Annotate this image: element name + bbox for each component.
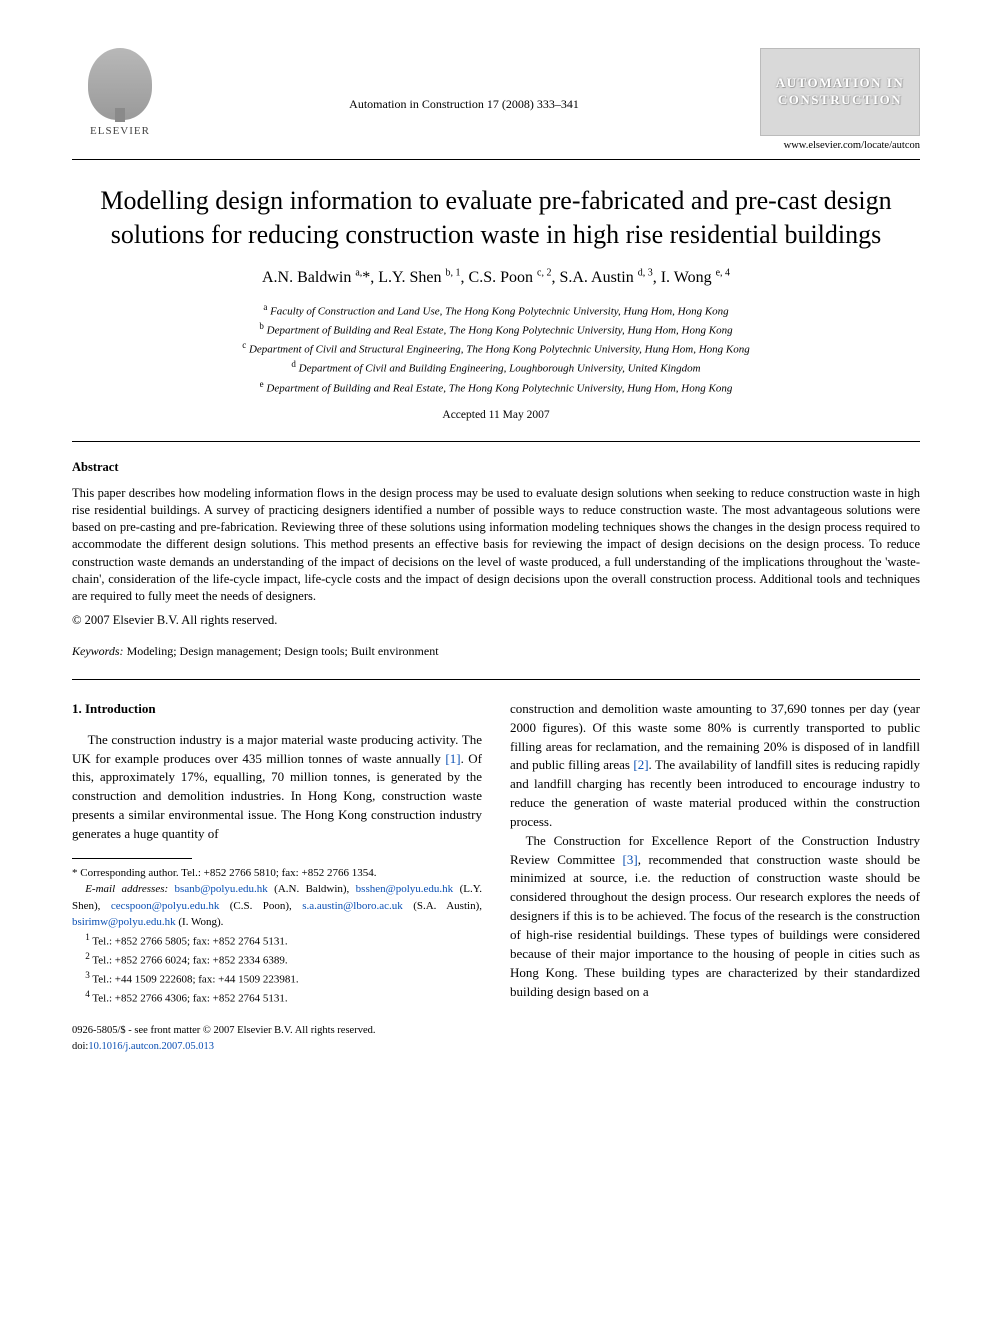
journal-cover-block: AUTOMATION IN CONSTRUCTION www.elsevier.… bbox=[760, 48, 920, 153]
intro-paragraph-right-1: construction and demolition waste amount… bbox=[510, 700, 920, 832]
footnotes-block: * Corresponding author. Tel.: +852 2766 … bbox=[72, 865, 482, 1008]
publisher-name: ELSEVIER bbox=[72, 124, 168, 140]
section-1-heading: 1. Introduction bbox=[72, 700, 482, 719]
abstract-body: This paper describes how modeling inform… bbox=[72, 485, 920, 606]
doi-label: doi: bbox=[72, 1041, 88, 1052]
footer-block: 0926-5805/$ - see front matter © 2007 El… bbox=[72, 1023, 920, 1053]
keywords-label: Keywords: bbox=[72, 644, 124, 658]
keywords-text: Modeling; Design management; Design tool… bbox=[127, 644, 439, 658]
right-column: construction and demolition waste amount… bbox=[510, 700, 920, 1008]
rule-top bbox=[72, 159, 920, 160]
accepted-date: Accepted 11 May 2007 bbox=[72, 407, 920, 424]
affiliation-list: a Faculty of Construction and Land Use, … bbox=[72, 301, 920, 397]
elsevier-tree-icon bbox=[88, 48, 152, 120]
doi-link[interactable]: 10.1016/j.autcon.2007.05.013 bbox=[88, 1041, 214, 1052]
abstract-heading: Abstract bbox=[72, 458, 920, 476]
keywords-line: Keywords: Modeling; Design management; D… bbox=[72, 643, 920, 660]
rule-after-meta bbox=[72, 441, 920, 442]
abstract-copyright: © 2007 Elsevier B.V. All rights reserved… bbox=[72, 611, 920, 629]
publisher-logo: ELSEVIER bbox=[72, 48, 168, 140]
journal-reference: Automation in Construction 17 (2008) 333… bbox=[349, 97, 579, 111]
footer-doi-line: doi:10.1016/j.autcon.2007.05.013 bbox=[72, 1039, 920, 1054]
rule-after-abstract bbox=[72, 679, 920, 680]
article-title: Modelling design information to evaluate… bbox=[80, 184, 912, 252]
footer-copyright: 0926-5805/$ - see front matter © 2007 El… bbox=[72, 1023, 920, 1038]
header-row: ELSEVIER Automation in Construction 17 (… bbox=[72, 48, 920, 153]
intro-paragraph-left: The construction industry is a major mat… bbox=[72, 731, 482, 844]
journal-reference-wrap: Automation in Construction 17 (2008) 333… bbox=[168, 48, 760, 113]
footnote-rule bbox=[72, 858, 192, 859]
journal-url: www.elsevier.com/locate/autcon bbox=[760, 138, 920, 153]
body-columns: 1. Introduction The construction industr… bbox=[72, 700, 920, 1008]
left-column: 1. Introduction The construction industr… bbox=[72, 700, 482, 1008]
intro-paragraph-right-2: The Construction for Excellence Report o… bbox=[510, 832, 920, 1002]
author-list: A.N. Baldwin a,*, L.Y. Shen b, 1, C.S. P… bbox=[72, 266, 920, 289]
journal-cover-title: AUTOMATION IN CONSTRUCTION bbox=[760, 48, 920, 136]
